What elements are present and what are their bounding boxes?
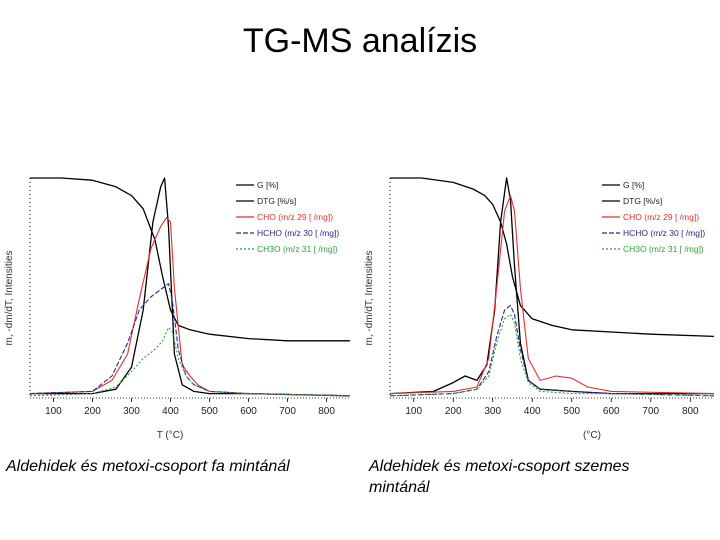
y-axis-label: m, -dm/dT, Intensities: [4, 250, 15, 345]
x-tick-label: 200: [445, 406, 462, 417]
x-tick-label: 500: [201, 406, 218, 417]
series-line-hcho: [29, 283, 351, 397]
x-axis-label: T (°C): [157, 430, 184, 441]
caption-fa: Aldehidek és metoxi-csoport fa mintánál: [6, 458, 290, 475]
chart-szemes: 100 200 300 400 500 600 700 800 (°C) m, -dm/dT, I…: [362, 170, 717, 445]
x-tick-label: 100: [405, 406, 422, 417]
series-line-dtg: [389, 177, 714, 395]
legend-label-ch3o: CH3O (m/z 31 [ /mg]): [257, 244, 338, 254]
x-tick-label: 300: [123, 406, 140, 417]
page-title: TG-MS analízis: [242, 22, 478, 60]
x-tick-label: 600: [603, 406, 620, 417]
legend-label-dtg: DTG [%/s]: [257, 196, 296, 206]
x-tick-label: 800: [318, 406, 335, 417]
legend-label-g: G [%]: [623, 180, 644, 190]
chart-fa: 100 200 300 400 500 600 700 800 T (°C) m, -dm/dT,…: [0, 170, 355, 445]
series-line-ch3o: [29, 327, 351, 397]
series-line-cho: [389, 195, 715, 395]
legend-label-hcho: HCHO (m/z 30 [ /mg]): [257, 228, 339, 238]
chart-fa-svg: 100 200 300 400 500 600 700 800 T (°C) m, -dm/dT,…: [4, 177, 351, 441]
legend-label-cho: CHO (m/z 29 [ /mg]): [623, 212, 699, 222]
chart-szemes-svg: 100 200 300 400 500 600 700 800 (°C) m, -dm/dT, I…: [364, 177, 715, 441]
x-tick-label: 700: [642, 406, 659, 417]
series-line-g: [30, 177, 350, 342]
x-tick-label: 800: [682, 406, 699, 417]
x-axis-label: (°C): [583, 430, 601, 441]
x-tick-label: 100: [45, 406, 62, 417]
caption-szemes: Aldehidek és metoxi-csoport szemes mintá…: [369, 458, 630, 496]
series-line-dtg: [30, 177, 351, 397]
legend-label-dtg: DTG [%/s]: [623, 196, 662, 206]
x-tick-label: 400: [524, 406, 541, 417]
legend-label-cho: CHO (m/z 29 [ /mg]): [257, 212, 333, 222]
series-line-ch3o: [389, 313, 715, 397]
series-line-hcho: [389, 305, 715, 397]
series-line-g: [390, 177, 715, 338]
x-tick-label: 600: [240, 406, 257, 417]
x-tick-label: 400: [162, 406, 179, 417]
legend-label-ch3o: CH3O (m/z 31 [ /mg]): [623, 244, 704, 254]
x-tick-label: 200: [84, 406, 101, 417]
legend-label-g: G [%]: [257, 180, 278, 190]
x-tick-label: 300: [484, 406, 501, 417]
x-tick-label: 500: [563, 406, 580, 417]
y-axis-label: m, -dm/dT, Intensities: [364, 250, 375, 345]
x-tick-label: 700: [279, 406, 296, 417]
legend-label-hcho: HCHO (m/z 30 [ /mg]): [623, 228, 705, 238]
series-line-cho: [29, 217, 351, 397]
